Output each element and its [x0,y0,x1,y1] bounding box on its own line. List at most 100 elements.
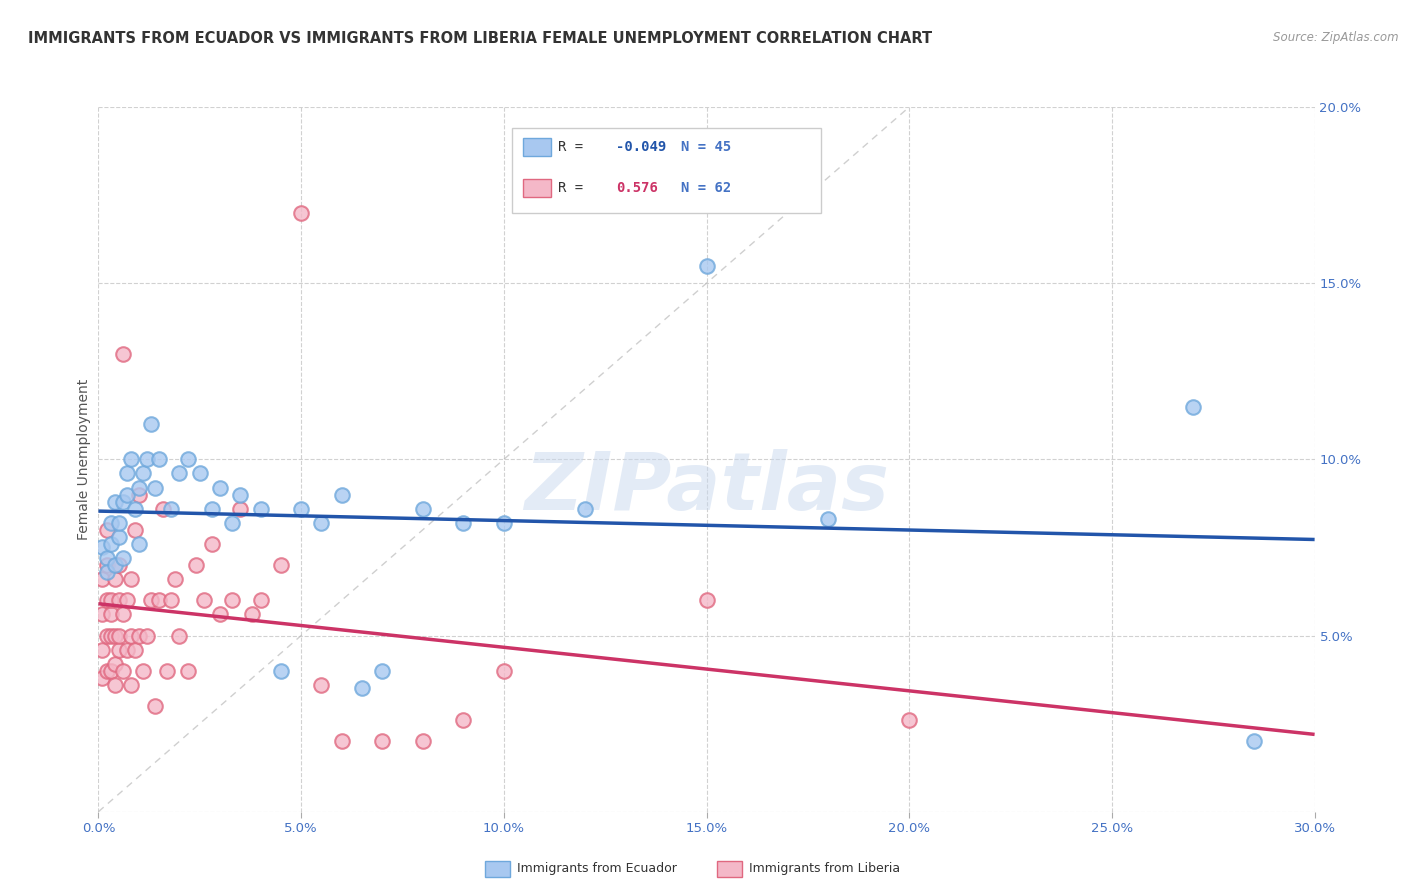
Point [229,501,252,516]
Point [124,642,146,657]
Point [209,481,232,495]
Text: Immigrants from Ecuador: Immigrants from Ecuador [517,863,678,875]
Text: Source: ZipAtlas.com: Source: ZipAtlas.com [1274,31,1399,45]
Point [115,467,138,481]
Point [176,664,198,678]
Point [311,516,333,530]
Point [96,593,118,607]
Point [128,537,150,551]
Point [229,487,252,501]
Point [165,572,187,586]
Point [91,541,114,555]
Point [143,481,166,495]
Point [91,671,114,685]
Point [412,501,434,516]
Point [96,565,118,579]
Point [96,558,118,573]
Point [111,607,134,622]
Point [184,558,207,573]
Point [111,346,134,360]
Point [453,713,475,727]
Point [696,593,718,607]
Point [201,537,224,551]
Point [136,628,159,642]
Point [242,607,264,622]
Point [412,734,434,748]
Point [1243,734,1265,748]
Point [143,699,166,714]
Point [104,494,127,508]
Point [100,628,122,642]
Point [148,452,170,467]
Point [132,467,155,481]
Point [453,516,475,530]
Point [249,501,271,516]
Point [201,501,224,516]
Point [136,452,159,467]
Point [148,593,170,607]
Point [290,205,312,219]
Point [111,664,134,678]
Point [107,530,129,544]
Point [107,558,129,573]
Point [120,452,142,467]
Point [96,664,118,678]
Text: ZIPatlas: ZIPatlas [524,449,889,526]
Point [107,628,129,642]
Point [124,501,146,516]
Y-axis label: Female Unemployment: Female Unemployment [77,379,91,540]
Point [91,572,114,586]
Point [1182,400,1205,414]
Point [104,558,127,573]
Point [209,607,232,622]
Point [111,494,134,508]
Point [104,628,127,642]
Point [104,572,127,586]
Point [574,501,596,516]
Point [104,678,127,692]
Point [696,259,718,273]
Point [100,593,122,607]
Point [96,551,118,566]
Point [100,607,122,622]
Point [139,593,162,607]
Point [160,501,183,516]
Text: R =: R = [558,181,600,194]
Point [270,664,292,678]
Point [91,607,114,622]
Point [111,551,134,566]
Point [104,657,127,671]
Point [193,593,215,607]
Text: N = 62: N = 62 [681,181,731,194]
Point [350,681,373,696]
Point [100,516,122,530]
Text: N = 45: N = 45 [681,140,731,153]
Point [188,467,211,481]
Point [330,734,353,748]
Point [221,516,243,530]
Text: R =: R = [558,140,592,153]
Point [107,516,129,530]
Point [311,678,333,692]
Point [120,678,142,692]
Point [128,628,150,642]
Point [132,664,155,678]
Point [160,593,183,607]
Point [152,501,174,516]
Point [249,593,271,607]
Point [330,487,353,501]
Point [128,487,150,501]
Point [96,628,118,642]
Point [270,558,292,573]
Point [817,512,839,526]
Point [120,628,142,642]
Point [91,642,114,657]
Point [290,501,312,516]
Point [128,481,150,495]
Point [156,664,179,678]
Text: -0.049: -0.049 [616,140,666,153]
Point [124,523,146,537]
Point [169,467,191,481]
Point [96,523,118,537]
Point [176,452,198,467]
